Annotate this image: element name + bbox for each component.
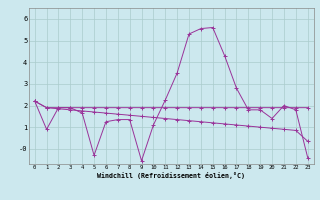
X-axis label: Windchill (Refroidissement éolien,°C): Windchill (Refroidissement éolien,°C)	[97, 172, 245, 179]
